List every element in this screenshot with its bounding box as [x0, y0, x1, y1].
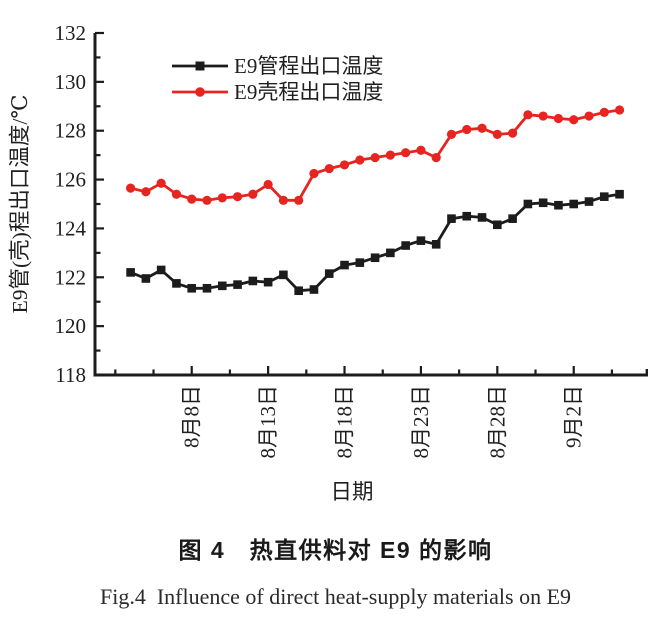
- y-tick-label: 124: [55, 216, 87, 240]
- temperature-line-chart: 118 120 122 124 126 128 130 132 8月8日 8月13日 8月18日 8月…: [8, 21, 648, 504]
- data-point-circle: [477, 123, 487, 133]
- x-tick-label: 8月28日: [485, 385, 509, 459]
- data-point-square: [584, 197, 594, 206]
- data-point-square: [263, 277, 273, 287]
- data-point-square: [599, 192, 609, 201]
- data-point-square: [126, 268, 135, 277]
- data-point-circle: [156, 178, 166, 188]
- data-point-square: [401, 241, 410, 250]
- data-point-square: [355, 258, 365, 267]
- data-point-square: [217, 281, 227, 291]
- data-point-square: [508, 214, 517, 223]
- y-tick-label: 120: [55, 314, 87, 338]
- data-point-circle: [324, 163, 334, 174]
- data-point-circle: [278, 195, 288, 205]
- data-point-square: [248, 276, 258, 286]
- data-point-square: [156, 265, 166, 275]
- x-tick-label: 8月8日: [180, 385, 204, 448]
- data-point-circle: [217, 193, 227, 203]
- data-point-circle: [187, 194, 197, 204]
- data-point-circle: [355, 155, 365, 165]
- data-point-circle: [370, 152, 380, 163]
- data-point-circle: [416, 145, 426, 155]
- legend-item-1: E9壳程出口温度: [172, 80, 383, 104]
- data-point-circle: [584, 111, 594, 121]
- data-point-circle: [141, 187, 151, 197]
- data-point-circle: [248, 189, 258, 199]
- caption-english: Fig.4 Influence of direct heat-supply ma…: [99, 584, 572, 609]
- data-point-circle: [126, 183, 136, 193]
- series-1-circle: [126, 105, 625, 205]
- data-point-square: [309, 285, 319, 294]
- data-point-circle: [232, 192, 243, 202]
- tick-marks: [95, 31, 648, 377]
- data-point-square: [141, 274, 151, 283]
- data-point-circle: [385, 150, 395, 160]
- data-point-square: [202, 283, 212, 293]
- data-point-circle: [431, 152, 441, 163]
- data-point-square: [233, 280, 242, 289]
- data-point-circle: [569, 115, 579, 125]
- data-point-square: [462, 211, 472, 221]
- data-point-circle: [492, 129, 502, 139]
- data-point-square: [477, 213, 487, 222]
- data-point-circle: [523, 110, 533, 120]
- x-tick-label: 8月23日: [409, 385, 433, 459]
- data-point-circle: [446, 129, 457, 139]
- y-tick-label: 118: [55, 363, 86, 387]
- legend-label: E9管程出口温度: [234, 54, 383, 78]
- data-point-square: [279, 270, 288, 280]
- legend-square-marker-icon: [195, 61, 205, 71]
- data-point-circle: [309, 168, 319, 179]
- data-point-square: [370, 253, 380, 263]
- series-line: [129, 192, 621, 293]
- data-point-square: [615, 189, 624, 199]
- series-0-square: [126, 189, 624, 296]
- data-point-square: [569, 199, 579, 209]
- data-point-square: [294, 286, 303, 296]
- data-point-square: [431, 240, 441, 249]
- x-axis-title: 日期: [330, 480, 373, 504]
- data-point-circle: [507, 128, 518, 138]
- data-point-circle: [294, 195, 304, 205]
- data-point-circle: [538, 111, 548, 121]
- y-tick-label: 122: [55, 265, 87, 289]
- data-point-circle: [401, 148, 411, 158]
- data-point-square: [554, 200, 563, 210]
- data-point-circle: [202, 195, 212, 205]
- data-point-square: [538, 198, 548, 208]
- data-point-circle: [263, 179, 273, 190]
- y-tick-label: 128: [55, 119, 87, 143]
- legend-circle-marker-icon: [195, 87, 205, 97]
- data-point-square: [523, 199, 533, 209]
- data-point-circle: [462, 124, 472, 135]
- data-point-square: [493, 220, 502, 230]
- legend-label: E9壳程出口温度: [234, 80, 383, 104]
- data-point-circle: [171, 189, 182, 199]
- caption-chinese: 图 4 热直供料对 E9 的影响: [178, 537, 493, 563]
- data-point-square: [447, 214, 456, 223]
- y-axis-title: E9管(壳)程出口温度/℃: [8, 95, 32, 314]
- data-point-circle: [614, 105, 625, 115]
- data-point-circle: [553, 113, 564, 124]
- x-tick-label: 8月13日: [256, 385, 280, 459]
- data-point-circle: [599, 107, 609, 117]
- data-point-square: [340, 260, 349, 270]
- data-point-square: [324, 269, 334, 278]
- x-tick-label: 8月18日: [333, 385, 357, 459]
- legend-item-0: E9管程出口温度: [172, 54, 383, 78]
- data-point-circle: [339, 160, 350, 170]
- y-tick-label: 126: [55, 168, 87, 192]
- data-point-square: [416, 236, 426, 245]
- y-tick-label: 132: [55, 21, 87, 45]
- data-point-square: [172, 279, 181, 288]
- data-point-square: [386, 248, 395, 258]
- data-point-square: [187, 283, 197, 293]
- x-tick-label: 9月2日: [562, 385, 586, 448]
- y-tick-label: 130: [55, 70, 87, 94]
